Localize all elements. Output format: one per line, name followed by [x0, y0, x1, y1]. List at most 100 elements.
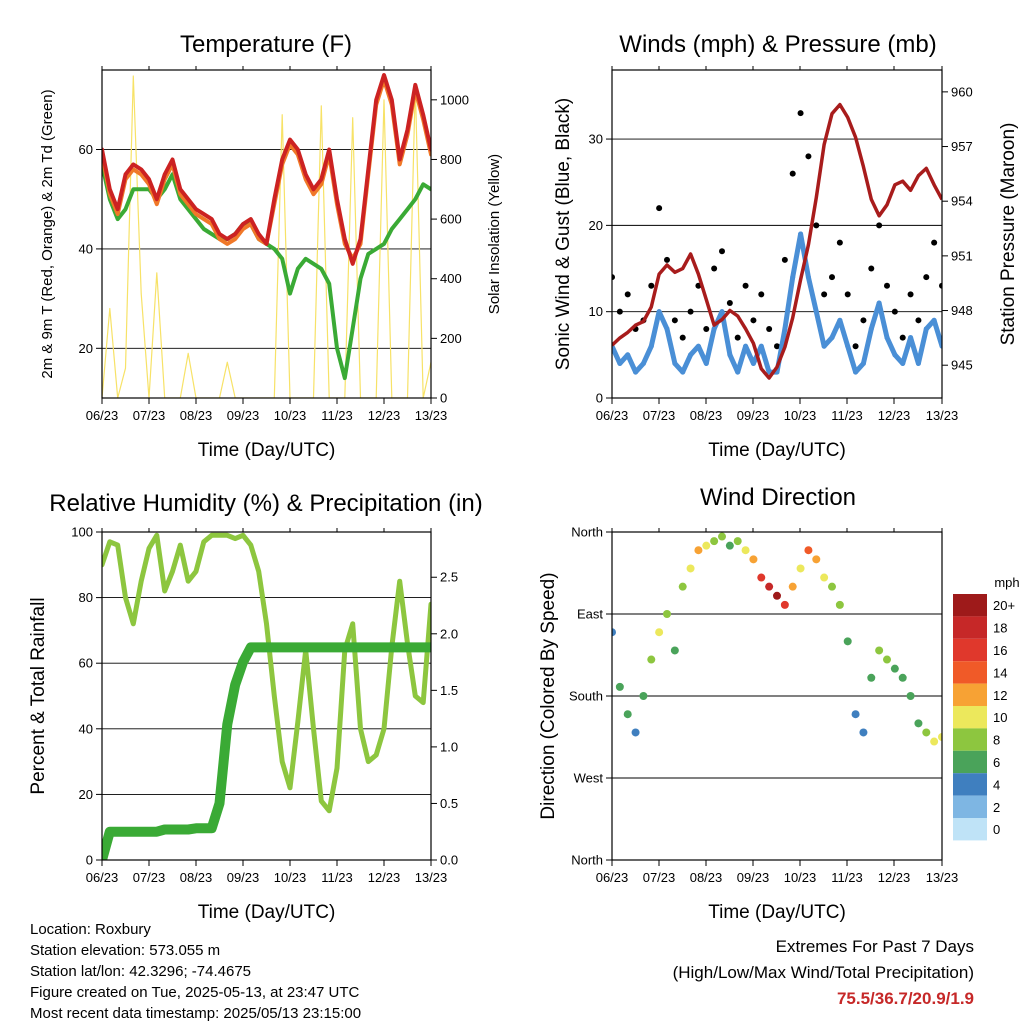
- legend-label: 4: [993, 777, 1000, 792]
- wind-point: [939, 343, 942, 349]
- direction-point: [812, 555, 821, 564]
- x-tick-label: 06/23: [86, 408, 119, 423]
- x-tick-label: 11/23: [321, 408, 353, 423]
- y-tick-label: 60: [79, 142, 93, 157]
- wind-point: [735, 369, 741, 375]
- direction-point: [623, 710, 632, 719]
- wind-point: [648, 343, 654, 349]
- legend-label: 16: [993, 643, 1007, 658]
- chart-title: Relative Humidity (%) & Precipitation (i…: [49, 490, 482, 517]
- gust-point: [781, 256, 788, 263]
- y2-tick-label: 0: [440, 391, 447, 406]
- extremes-subtitle: (High/Low/Max Wind/Total Precipitation): [672, 963, 974, 982]
- gust-point: [711, 265, 718, 272]
- chart-panel-2: Winds (mph) & Pressure (mb) 0 10 20 30 945 948…: [553, 31, 1019, 461]
- gust-point: [821, 291, 828, 298]
- direction-point: [875, 646, 884, 655]
- gust-point: [624, 291, 631, 298]
- y2-tick-label: 800: [440, 152, 462, 167]
- y2-tick-label: 200: [440, 331, 462, 346]
- gust-point: [899, 334, 906, 341]
- y2-tick-label: 945: [951, 358, 973, 373]
- gust-point: [836, 239, 843, 246]
- x-tick-label: 11/23: [321, 870, 353, 885]
- wind-point: [703, 360, 709, 366]
- wind-point: [750, 360, 756, 366]
- recent-timestamp-text: Most recent data timestamp: 2025/05/13 2…: [30, 1005, 362, 1022]
- wind-point: [837, 317, 843, 323]
- wind-point: [727, 352, 733, 358]
- wind-point: [664, 326, 670, 332]
- legend-label: 6: [993, 755, 1000, 770]
- direction-point: [859, 728, 868, 737]
- gust-point: [813, 222, 820, 229]
- wind-point: [758, 343, 764, 349]
- gust-point: [907, 291, 914, 298]
- wind-point: [617, 360, 623, 366]
- wind-point: [688, 352, 694, 358]
- x-tick-label: 07/23: [643, 870, 676, 885]
- direction-point: [663, 610, 671, 618]
- legend-swatch: [953, 728, 987, 751]
- gust-point: [931, 239, 938, 246]
- x-tick-label: 10/23: [274, 408, 307, 423]
- y-tick-label: South: [569, 689, 603, 704]
- direction-point: [647, 655, 656, 664]
- x-tick-label: 06/23: [596, 870, 629, 885]
- x-tick-label: 10/23: [274, 870, 307, 885]
- direction-point: [694, 546, 703, 555]
- extremes-box: Extremes For Past 7 Days (High/Low/Max W…: [673, 934, 974, 1012]
- legend-title: mph: [994, 575, 1019, 590]
- pressure-line: [612, 102, 942, 380]
- legend-swatch: [953, 638, 987, 662]
- y-tick-label: East: [577, 607, 603, 622]
- y2-tick-label: 1.5: [440, 683, 458, 698]
- legend-label: 10: [993, 710, 1007, 725]
- y-axis-label: 2m & 9m T (Red, Orange) & 2m Td (Green): [39, 89, 56, 378]
- y-tick-label: North: [571, 525, 603, 540]
- wind-point: [845, 343, 851, 349]
- y-tick-label: West: [574, 771, 604, 786]
- y2-tick-label: 0.0: [440, 853, 458, 868]
- direction-point: [796, 564, 805, 573]
- direction-point: [725, 541, 734, 550]
- x-tick-label: 09/23: [737, 870, 770, 885]
- plot-frame: [611, 69, 943, 399]
- gust-point: [891, 308, 898, 315]
- gust-point: [923, 274, 930, 281]
- legend-label: 2: [993, 800, 1000, 815]
- legend-swatch: [953, 661, 987, 684]
- x-axis-label: Time (Day/UTC): [198, 440, 336, 461]
- gust-point: [774, 343, 780, 350]
- y-tick-label: 0: [596, 391, 603, 406]
- legend-swatch: [953, 773, 987, 796]
- wind-point: [798, 231, 804, 237]
- x-tick-label: 11/23: [831, 870, 863, 885]
- y-tick-label: 100: [71, 525, 93, 540]
- x-tick-label: 10/23: [784, 408, 817, 423]
- x-tick-label: 06/23: [596, 408, 629, 423]
- wind-point: [743, 343, 749, 349]
- direction-point: [788, 582, 797, 591]
- y2-axis-label: Station Pressure (Maroon): [998, 123, 1019, 346]
- wind-point: [908, 335, 914, 341]
- direction-point: [757, 573, 766, 582]
- wind-point: [640, 360, 646, 366]
- x-tick-label: 07/23: [643, 408, 676, 423]
- direction-point: [749, 555, 758, 564]
- extremes-title: Extremes For Past 7 Days: [775, 937, 974, 956]
- direction-point: [930, 737, 939, 746]
- y-axis-label: Sonic Wind & Gust (Blue, Black): [553, 98, 574, 370]
- y2-tick-label: 2.0: [440, 626, 458, 641]
- y2-tick-label: 960: [951, 84, 973, 99]
- legend-label: 14: [993, 665, 1007, 680]
- y2-tick-label: 1000: [440, 92, 469, 107]
- series-line-4: [102, 75, 431, 398]
- wind-point: [790, 274, 796, 280]
- wind-point: [625, 352, 631, 358]
- wind-point: [805, 274, 811, 280]
- x-tick-label: 09/23: [227, 408, 260, 423]
- gust-point: [829, 274, 835, 281]
- direction-point: [741, 546, 750, 555]
- gust-point: [750, 317, 757, 324]
